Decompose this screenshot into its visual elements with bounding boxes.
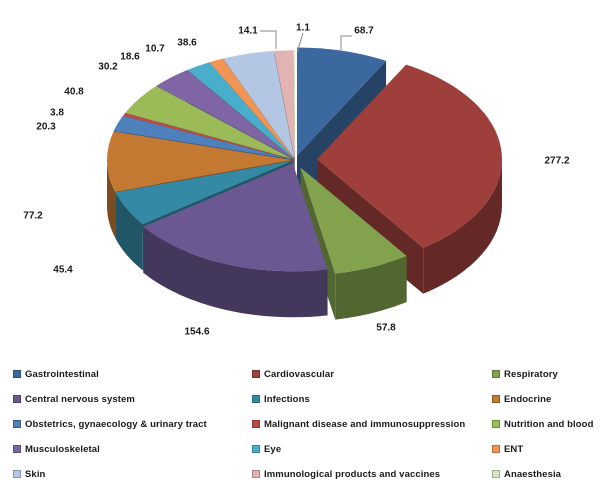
legend-swatch-icon xyxy=(492,420,500,428)
legend-item: Eye xyxy=(252,443,492,455)
data-label: 77.2 xyxy=(23,211,43,222)
data-label: 1.1 xyxy=(296,23,310,34)
data-label: 40.8 xyxy=(64,87,84,98)
legend-item: ENT xyxy=(492,443,594,455)
legend-label: Cardiovascular xyxy=(264,368,335,380)
legend-label: Infections xyxy=(264,393,310,405)
legend-item: Immunological products and vaccines xyxy=(252,468,492,480)
data-label: 277.2 xyxy=(544,156,569,167)
pie-slice xyxy=(125,86,293,160)
legend-swatch-icon xyxy=(492,395,500,403)
legend-swatch-icon xyxy=(13,470,21,478)
legend-label: Gastrointestinal xyxy=(25,368,99,380)
legend-swatch-icon xyxy=(13,370,21,378)
data-label: 45.4 xyxy=(53,265,73,276)
legend-label: Immunological products and vaccines xyxy=(264,468,441,480)
data-label: 3.8 xyxy=(50,108,64,119)
pie-slice xyxy=(143,163,328,272)
legend-label: Eye xyxy=(264,443,282,455)
legend-swatch-icon xyxy=(252,445,260,453)
pie-slice xyxy=(300,167,407,274)
legend-item: Skin xyxy=(13,468,252,480)
pie-tops-layer xyxy=(107,47,502,274)
pie-labels-layer: 68.7 277.2 57.8 154.6 45.4 77.2 20.3 3.840.8 30.… xyxy=(23,23,570,338)
pie-slice xyxy=(107,131,293,192)
data-label: 14.1 xyxy=(238,26,258,37)
label-leader-line xyxy=(340,35,352,52)
legend-item: Anaesthesia xyxy=(492,468,594,480)
pie-slice xyxy=(156,70,294,159)
legend-swatch-icon xyxy=(13,445,21,453)
legend-item: Central nervous system xyxy=(13,393,252,405)
pie-slice xyxy=(274,50,295,159)
legend-swatch-icon xyxy=(13,420,21,428)
pie-slice xyxy=(293,50,295,159)
data-label: 68.7 xyxy=(354,26,374,37)
data-label: 57.8 xyxy=(376,323,396,334)
pie-slice xyxy=(296,47,387,156)
pie-slice-rim-wall xyxy=(143,226,328,318)
legend-swatch-icon xyxy=(492,370,500,378)
label-leader-line xyxy=(296,32,304,54)
legend-label: Nutrition and blood xyxy=(504,418,594,430)
pie-slice-rim-wall xyxy=(115,192,143,271)
legend-item: Gastrointestinal xyxy=(13,368,252,380)
legend-label: Musculoskeletal xyxy=(25,443,100,455)
legend-swatch-icon xyxy=(13,395,21,403)
pie-slice xyxy=(316,64,502,248)
pie-slice xyxy=(223,50,295,159)
pie-slice xyxy=(115,160,293,225)
pie-slice-rim-wall xyxy=(423,159,502,294)
legend-item: Nutrition and blood xyxy=(492,418,594,430)
pie-slice-rim-wall xyxy=(335,255,407,320)
label-leader-line xyxy=(260,30,277,49)
legend-item: Musculoskeletal xyxy=(13,443,252,455)
data-label: 18.6 xyxy=(120,52,140,63)
pie-slice xyxy=(123,112,293,160)
pie-slice xyxy=(113,115,293,160)
legend-label: Anaesthesia xyxy=(504,468,562,480)
legend-label: ENT xyxy=(504,443,524,455)
legend-item: Obstetrics, gynaecology & urinary tract xyxy=(13,418,252,430)
legend-label: Skin xyxy=(25,468,46,480)
legend-label: Respiratory xyxy=(504,368,558,380)
legend-swatch-icon xyxy=(492,445,500,453)
legend-swatch-icon xyxy=(252,470,260,478)
legend-item: Cardiovascular xyxy=(252,368,492,380)
legend-swatch-icon xyxy=(252,420,260,428)
legend-swatch-icon xyxy=(492,470,500,478)
data-label: 38.6 xyxy=(177,38,197,49)
pie-slice-rim-wall xyxy=(107,160,116,238)
legend-label: Central nervous system xyxy=(25,393,135,405)
legend-swatch-icon xyxy=(252,395,260,403)
legend-label: Obstetrics, gynaecology & urinary tract xyxy=(25,418,207,430)
pie-slice xyxy=(209,58,294,159)
legend-item: Infections xyxy=(252,393,492,405)
data-label: 154.6 xyxy=(184,327,209,338)
data-label: 10.7 xyxy=(145,44,165,55)
legend-item: Respiratory xyxy=(492,368,594,380)
legend-item: Endocrine xyxy=(492,393,594,405)
legend-item: Malignant disease and immunosuppression xyxy=(252,418,492,430)
pie-slice xyxy=(187,62,294,159)
data-label: 20.3 xyxy=(36,122,56,133)
pie-chart-canvas: 68.7 277.2 57.8 154.6 45.4 77.2 20.3 3.840.8 30.… xyxy=(23,23,570,338)
legend-label: Malignant disease and immunosuppression xyxy=(264,418,466,430)
legend-swatch-icon xyxy=(252,370,260,378)
legend-label: Endocrine xyxy=(504,393,552,405)
data-label: 30.2 xyxy=(98,62,118,73)
chart-legend: Gastrointestinal Cardiovascular Respirator… xyxy=(13,368,594,480)
